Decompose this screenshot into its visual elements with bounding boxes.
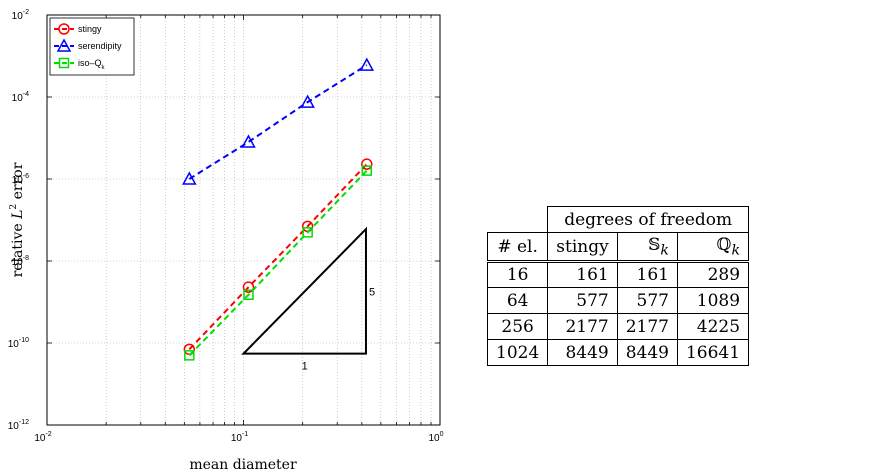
data-point-2 <box>184 350 195 361</box>
plot-grid <box>47 15 440 425</box>
data-point-2 <box>243 289 254 301</box>
table-cell: 161 <box>616 260 678 289</box>
slope-triangle: 15 <box>241 226 375 373</box>
slope-rise-label: 5 <box>369 286 375 298</box>
data-point-1 <box>359 57 375 71</box>
data-point-1 <box>300 94 315 108</box>
table-column-header: ℚk <box>676 231 750 263</box>
table-column-header: stingy <box>547 231 618 263</box>
legend-marker <box>58 57 70 69</box>
y-axis-label: relative L2 error <box>9 162 26 277</box>
series-line-0 <box>188 163 368 351</box>
y-tick-label: 10-12 <box>8 419 29 432</box>
y-tick-label: 10-10 <box>8 337 29 350</box>
data-point-0 <box>361 158 373 170</box>
slope-triangle-shape <box>241 226 367 355</box>
table-cell: 16 <box>486 260 549 289</box>
table-cell: 8449 <box>616 339 678 367</box>
table-cell: 8449 <box>547 339 618 367</box>
table-cell: 256 <box>486 313 549 341</box>
table-row: 1024 8449 8449 16641 <box>486 339 750 367</box>
table-cell: 1024 <box>486 339 549 367</box>
slope-run-label: 1 <box>302 361 308 373</box>
x-tick-label: 10-1 <box>231 431 248 444</box>
table-cell: 16641 <box>676 339 750 367</box>
data-point-0 <box>242 281 255 293</box>
table-cell: 577 <box>547 287 618 315</box>
table-group-header-row: degrees of freedom <box>487 206 750 233</box>
table-row: 16 161 161 289 <box>486 260 750 289</box>
series-line-1 <box>188 64 368 180</box>
data-point-2 <box>361 165 373 176</box>
table-column-header: 𝕊k <box>616 231 678 263</box>
legend-marker <box>58 23 70 35</box>
x-tick-label: 10-2 <box>34 431 51 444</box>
table-cell: 4225 <box>676 313 750 341</box>
y-tick-label: 10-4 <box>12 91 29 104</box>
table-cell: 2177 <box>616 313 678 341</box>
data-series <box>182 57 375 361</box>
legend-entry: iso–Qk <box>78 58 106 71</box>
table-cell: 2177 <box>547 313 618 341</box>
legend-entry: stingy <box>78 24 102 34</box>
series-line-2 <box>188 169 368 357</box>
legend-marker <box>56 38 72 52</box>
table-cell: 161 <box>547 260 618 289</box>
table-group-header: degrees of freedom <box>547 206 750 233</box>
data-point-1 <box>241 134 256 148</box>
table-cell: 577 <box>616 287 678 315</box>
table-cell: 289 <box>676 260 750 289</box>
table-cell: 1089 <box>676 287 750 315</box>
table-row: 256 2177 2177 4225 <box>486 313 750 341</box>
table-column-header: # el. <box>486 231 549 263</box>
legend: stingy serendipity iso–Qk <box>49 17 135 76</box>
data-point-2 <box>302 227 313 238</box>
data-point-1 <box>182 171 197 185</box>
table-column-header-row: # el. stingy 𝕊k ℚk <box>486 231 750 263</box>
x-tick-label: 100 <box>428 431 443 444</box>
degrees-of-freedom-table: degrees of freedom # el. stingy 𝕊k ℚk 16 161… <box>486 206 750 367</box>
legend-entry: serendipity <box>78 41 122 51</box>
table-cell: 64 <box>486 287 549 315</box>
y-tick-label: 10-2 <box>12 9 29 22</box>
table-row: 64 577 577 1089 <box>486 287 750 315</box>
x-axis-label: mean diameter <box>189 457 297 473</box>
